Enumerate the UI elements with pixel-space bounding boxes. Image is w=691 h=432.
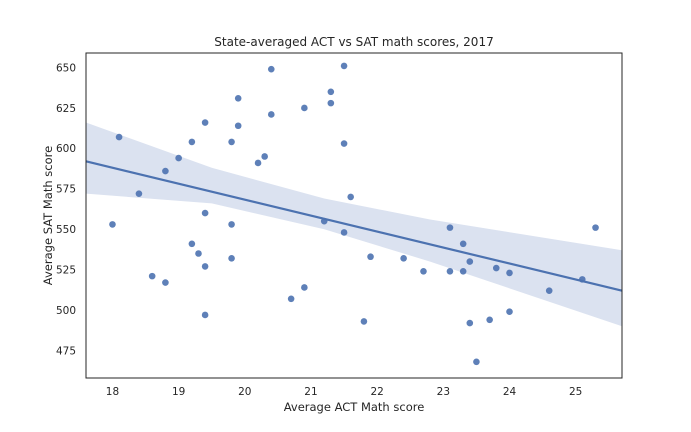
data-point <box>228 255 235 262</box>
y-tick-label: 600 <box>56 143 76 155</box>
y-tick-label: 550 <box>56 224 76 236</box>
data-point <box>459 240 467 248</box>
data-point <box>486 316 493 324</box>
data-point <box>195 250 202 257</box>
data-point <box>446 224 454 231</box>
x-tick-label: 20 <box>238 386 251 398</box>
data-point <box>254 159 262 167</box>
data-point <box>287 295 295 303</box>
data-point <box>545 287 553 294</box>
data-point <box>360 318 368 325</box>
data-point <box>267 111 275 118</box>
data-point <box>301 104 308 112</box>
x-tick-label: 21 <box>304 386 317 398</box>
data-point <box>506 269 513 277</box>
y-tick-label: 475 <box>56 345 76 357</box>
data-point <box>400 255 407 262</box>
data-point <box>267 65 275 73</box>
x-tick-label: 22 <box>370 386 383 398</box>
data-point <box>327 88 335 96</box>
data-point <box>201 209 209 217</box>
data-point <box>492 264 500 272</box>
data-point <box>446 267 454 275</box>
y-tick-label: 575 <box>56 184 76 196</box>
data-point <box>201 119 209 126</box>
data-point <box>466 258 474 265</box>
y-tick-label: 650 <box>56 62 76 74</box>
data-point <box>592 224 599 231</box>
y-axis-label: Average SAT Math score <box>41 146 55 285</box>
data-point <box>473 358 480 366</box>
data-point <box>261 153 268 160</box>
x-tick-label: 23 <box>437 386 450 398</box>
data-point <box>188 138 196 146</box>
data-point <box>367 253 374 261</box>
y-tick-label: 525 <box>56 264 76 276</box>
data-point <box>175 154 182 162</box>
y-tick-label: 500 <box>56 305 76 317</box>
data-point <box>188 240 196 248</box>
data-point <box>420 267 427 275</box>
data-point <box>340 140 348 147</box>
data-point <box>115 133 123 141</box>
data-point <box>301 284 308 291</box>
x-tick-label: 19 <box>172 386 185 398</box>
chart-title: State-averaged ACT vs SAT math scores, 2… <box>214 35 493 49</box>
data-point <box>148 272 156 280</box>
data-point <box>340 62 348 70</box>
regression-line <box>85 160 623 292</box>
data-point <box>162 167 169 175</box>
x-axis-label: Average ACT Math score <box>284 400 425 414</box>
data-point <box>466 319 474 327</box>
y-axis: 475 500 525 550 575 600 625 650 <box>56 62 76 357</box>
plot-frame <box>85 52 623 379</box>
data-point <box>201 263 209 270</box>
plot-area <box>85 62 623 366</box>
x-tick-label: 18 <box>106 386 119 398</box>
data-point <box>228 138 235 146</box>
data-point <box>228 221 235 228</box>
data-point <box>201 311 209 319</box>
confidence-band <box>86 122 622 327</box>
x-axis: 18 19 20 21 22 23 24 25 <box>106 386 583 398</box>
data-point <box>162 279 169 286</box>
x-tick-label: 24 <box>503 386 517 398</box>
data-point <box>327 99 335 107</box>
data-point <box>459 267 467 275</box>
data-point <box>135 190 143 197</box>
data-point <box>506 308 513 316</box>
x-tick-label: 25 <box>569 386 582 398</box>
data-point <box>234 94 242 102</box>
data-point <box>109 221 116 228</box>
data-point <box>340 229 348 236</box>
data-point <box>234 122 242 130</box>
data-point <box>347 193 354 201</box>
y-tick-label: 625 <box>56 103 76 115</box>
